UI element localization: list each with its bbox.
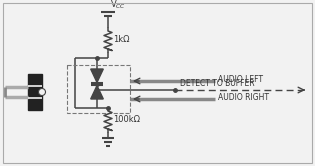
Text: AUDIO RIGHT: AUDIO RIGHT	[218, 93, 269, 102]
Text: DETECT TO BUFFER: DETECT TO BUFFER	[180, 79, 255, 88]
Polygon shape	[91, 69, 103, 83]
Text: AUDIO LEFT: AUDIO LEFT	[218, 76, 263, 84]
Text: 1kΩ: 1kΩ	[113, 36, 129, 44]
Text: 100kΩ: 100kΩ	[113, 116, 140, 124]
Text: V$_{CC}$: V$_{CC}$	[110, 0, 126, 11]
Bar	[67, 65, 130, 113]
Bar	[28, 74, 42, 110]
Polygon shape	[91, 85, 103, 99]
Circle shape	[38, 88, 45, 95]
